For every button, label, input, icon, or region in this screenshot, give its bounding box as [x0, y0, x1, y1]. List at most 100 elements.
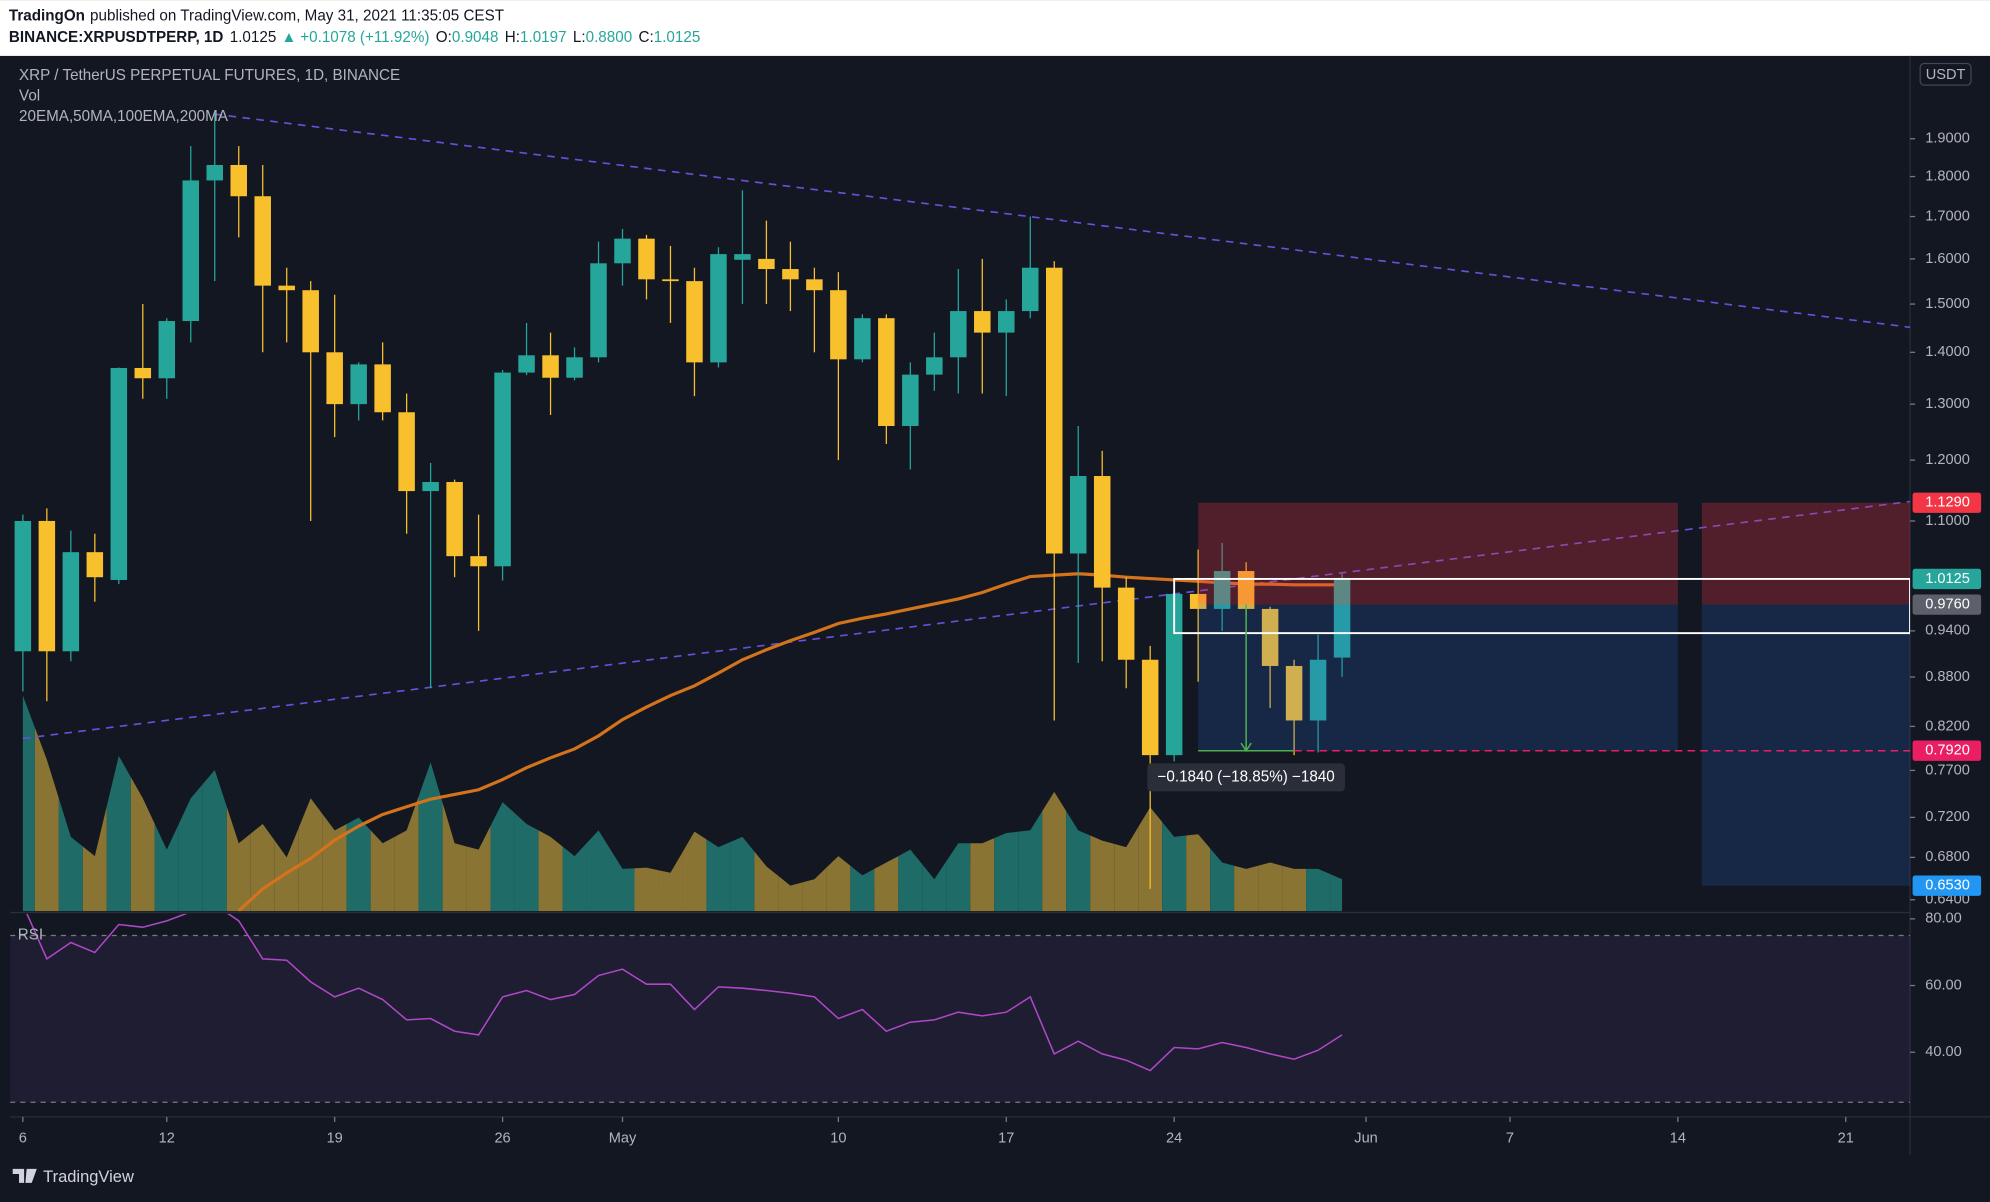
volume-area — [1162, 822, 1187, 912]
volume-area — [1234, 865, 1259, 912]
candle-body — [158, 321, 176, 379]
volume-area — [22, 695, 35, 912]
published: published on TradingView.com, May 31, 20… — [90, 8, 504, 25]
candle-body — [878, 318, 895, 426]
ohlc-key: H: — [505, 29, 520, 46]
candle-body — [398, 412, 415, 492]
candle-body — [278, 285, 295, 291]
candle-body — [254, 196, 271, 286]
y-tick-label: 1.4000 — [1925, 344, 1970, 360]
y-tick-label: 1.9000 — [1925, 131, 1970, 147]
x-tick-label: 17 — [998, 1130, 1014, 1146]
volume-area — [466, 825, 491, 912]
candle-body — [470, 556, 487, 567]
candle-body — [974, 311, 991, 333]
price-label: 0.9760 — [1925, 596, 1970, 612]
ohlc-value: 0.9048 — [452, 29, 499, 46]
candle-body — [566, 357, 583, 378]
volume-area — [298, 798, 323, 912]
volume-area — [346, 817, 371, 912]
ohlc-value: 1.0197 — [520, 29, 567, 46]
change: +0.1078 (+11.92%) — [300, 29, 429, 46]
volume-area — [82, 805, 107, 912]
position-stop-zone — [1198, 502, 1678, 605]
candle-body — [446, 482, 463, 557]
volume-legend: Vol — [19, 88, 40, 105]
y-tick-label: 1.1000 — [1925, 513, 1970, 529]
candle-body — [950, 311, 967, 358]
x-tick-label: 14 — [1670, 1130, 1686, 1146]
volume-area — [34, 727, 59, 912]
candle-body — [134, 367, 152, 379]
y-tick-label: 1.8000 — [1925, 168, 1970, 184]
trendline — [214, 113, 1911, 329]
candle-body — [1333, 578, 1351, 658]
candle-body — [1213, 571, 1231, 609]
volume-area — [634, 867, 659, 912]
volume-area — [1210, 848, 1235, 912]
x-tick-label: 6 — [19, 1130, 27, 1146]
main-pane — [14, 113, 1911, 912]
x-tick-label: 10 — [830, 1130, 846, 1146]
candle-body — [782, 269, 799, 280]
publisher: TradingOn — [9, 8, 85, 25]
x-tick-label: 21 — [1838, 1130, 1854, 1146]
position-target-zone — [1701, 604, 1911, 886]
volume-area — [994, 831, 1019, 912]
candle-body — [902, 374, 919, 426]
position-target-zone — [1198, 604, 1678, 751]
brand: TradingView — [43, 1168, 134, 1186]
candle-body — [662, 279, 679, 282]
candle-body — [302, 290, 319, 353]
volume-area — [394, 796, 419, 912]
y-tick-label: 0.7700 — [1925, 762, 1970, 778]
symbol-legend: XRP / TetherUS PERPETUAL FUTURES, 1D, BI… — [19, 67, 400, 84]
volume-area — [706, 839, 731, 912]
candle-body — [206, 164, 223, 181]
candle-body — [182, 180, 200, 322]
candle-body — [422, 482, 439, 492]
price-label-box — [1912, 594, 1982, 615]
volume-area — [1186, 834, 1211, 912]
candle-body — [758, 258, 775, 270]
header-line-1: TradingOn published on TradingView.com, M… — [9, 8, 504, 25]
volume-area — [1282, 865, 1307, 912]
volume-area — [490, 802, 515, 912]
up-arrow: ▲ — [281, 29, 296, 46]
candle-body — [110, 367, 128, 580]
candle-body — [1093, 476, 1111, 588]
x-tick-label: Jun — [1354, 1130, 1378, 1146]
ohlc-value: 0.8800 — [586, 29, 633, 46]
currency-box[interactable] — [1919, 62, 1972, 86]
candle-body — [542, 355, 559, 378]
volume-area — [1306, 868, 1331, 912]
volume-area — [274, 827, 299, 912]
price-label: 1.1290 — [1925, 495, 1970, 511]
candle-body — [806, 279, 823, 291]
price-label-box — [1912, 740, 1982, 761]
volume-area — [106, 755, 131, 912]
volume-area — [202, 770, 227, 912]
volume-area — [250, 823, 275, 912]
volume-area — [538, 830, 563, 912]
volume-area — [370, 830, 395, 912]
candle-body — [518, 355, 535, 373]
volume-area — [682, 831, 707, 912]
volume-area — [1258, 862, 1283, 912]
y-tick-label: 0.8200 — [1925, 718, 1970, 734]
brand-logo — [12, 1168, 37, 1183]
volume-area — [178, 784, 203, 912]
volume-area — [1018, 811, 1043, 912]
rsi-line — [26, 913, 1343, 1072]
volume-area — [1066, 811, 1091, 912]
price-label-box — [1912, 875, 1982, 896]
candle-body — [686, 281, 703, 363]
volume-area — [922, 861, 947, 912]
price-label-box — [1912, 568, 1982, 590]
rsi-legend: RSI — [18, 926, 43, 943]
candle-body — [614, 238, 631, 264]
candle-body — [374, 364, 391, 413]
ohlc-value: 1.0125 — [654, 29, 701, 46]
